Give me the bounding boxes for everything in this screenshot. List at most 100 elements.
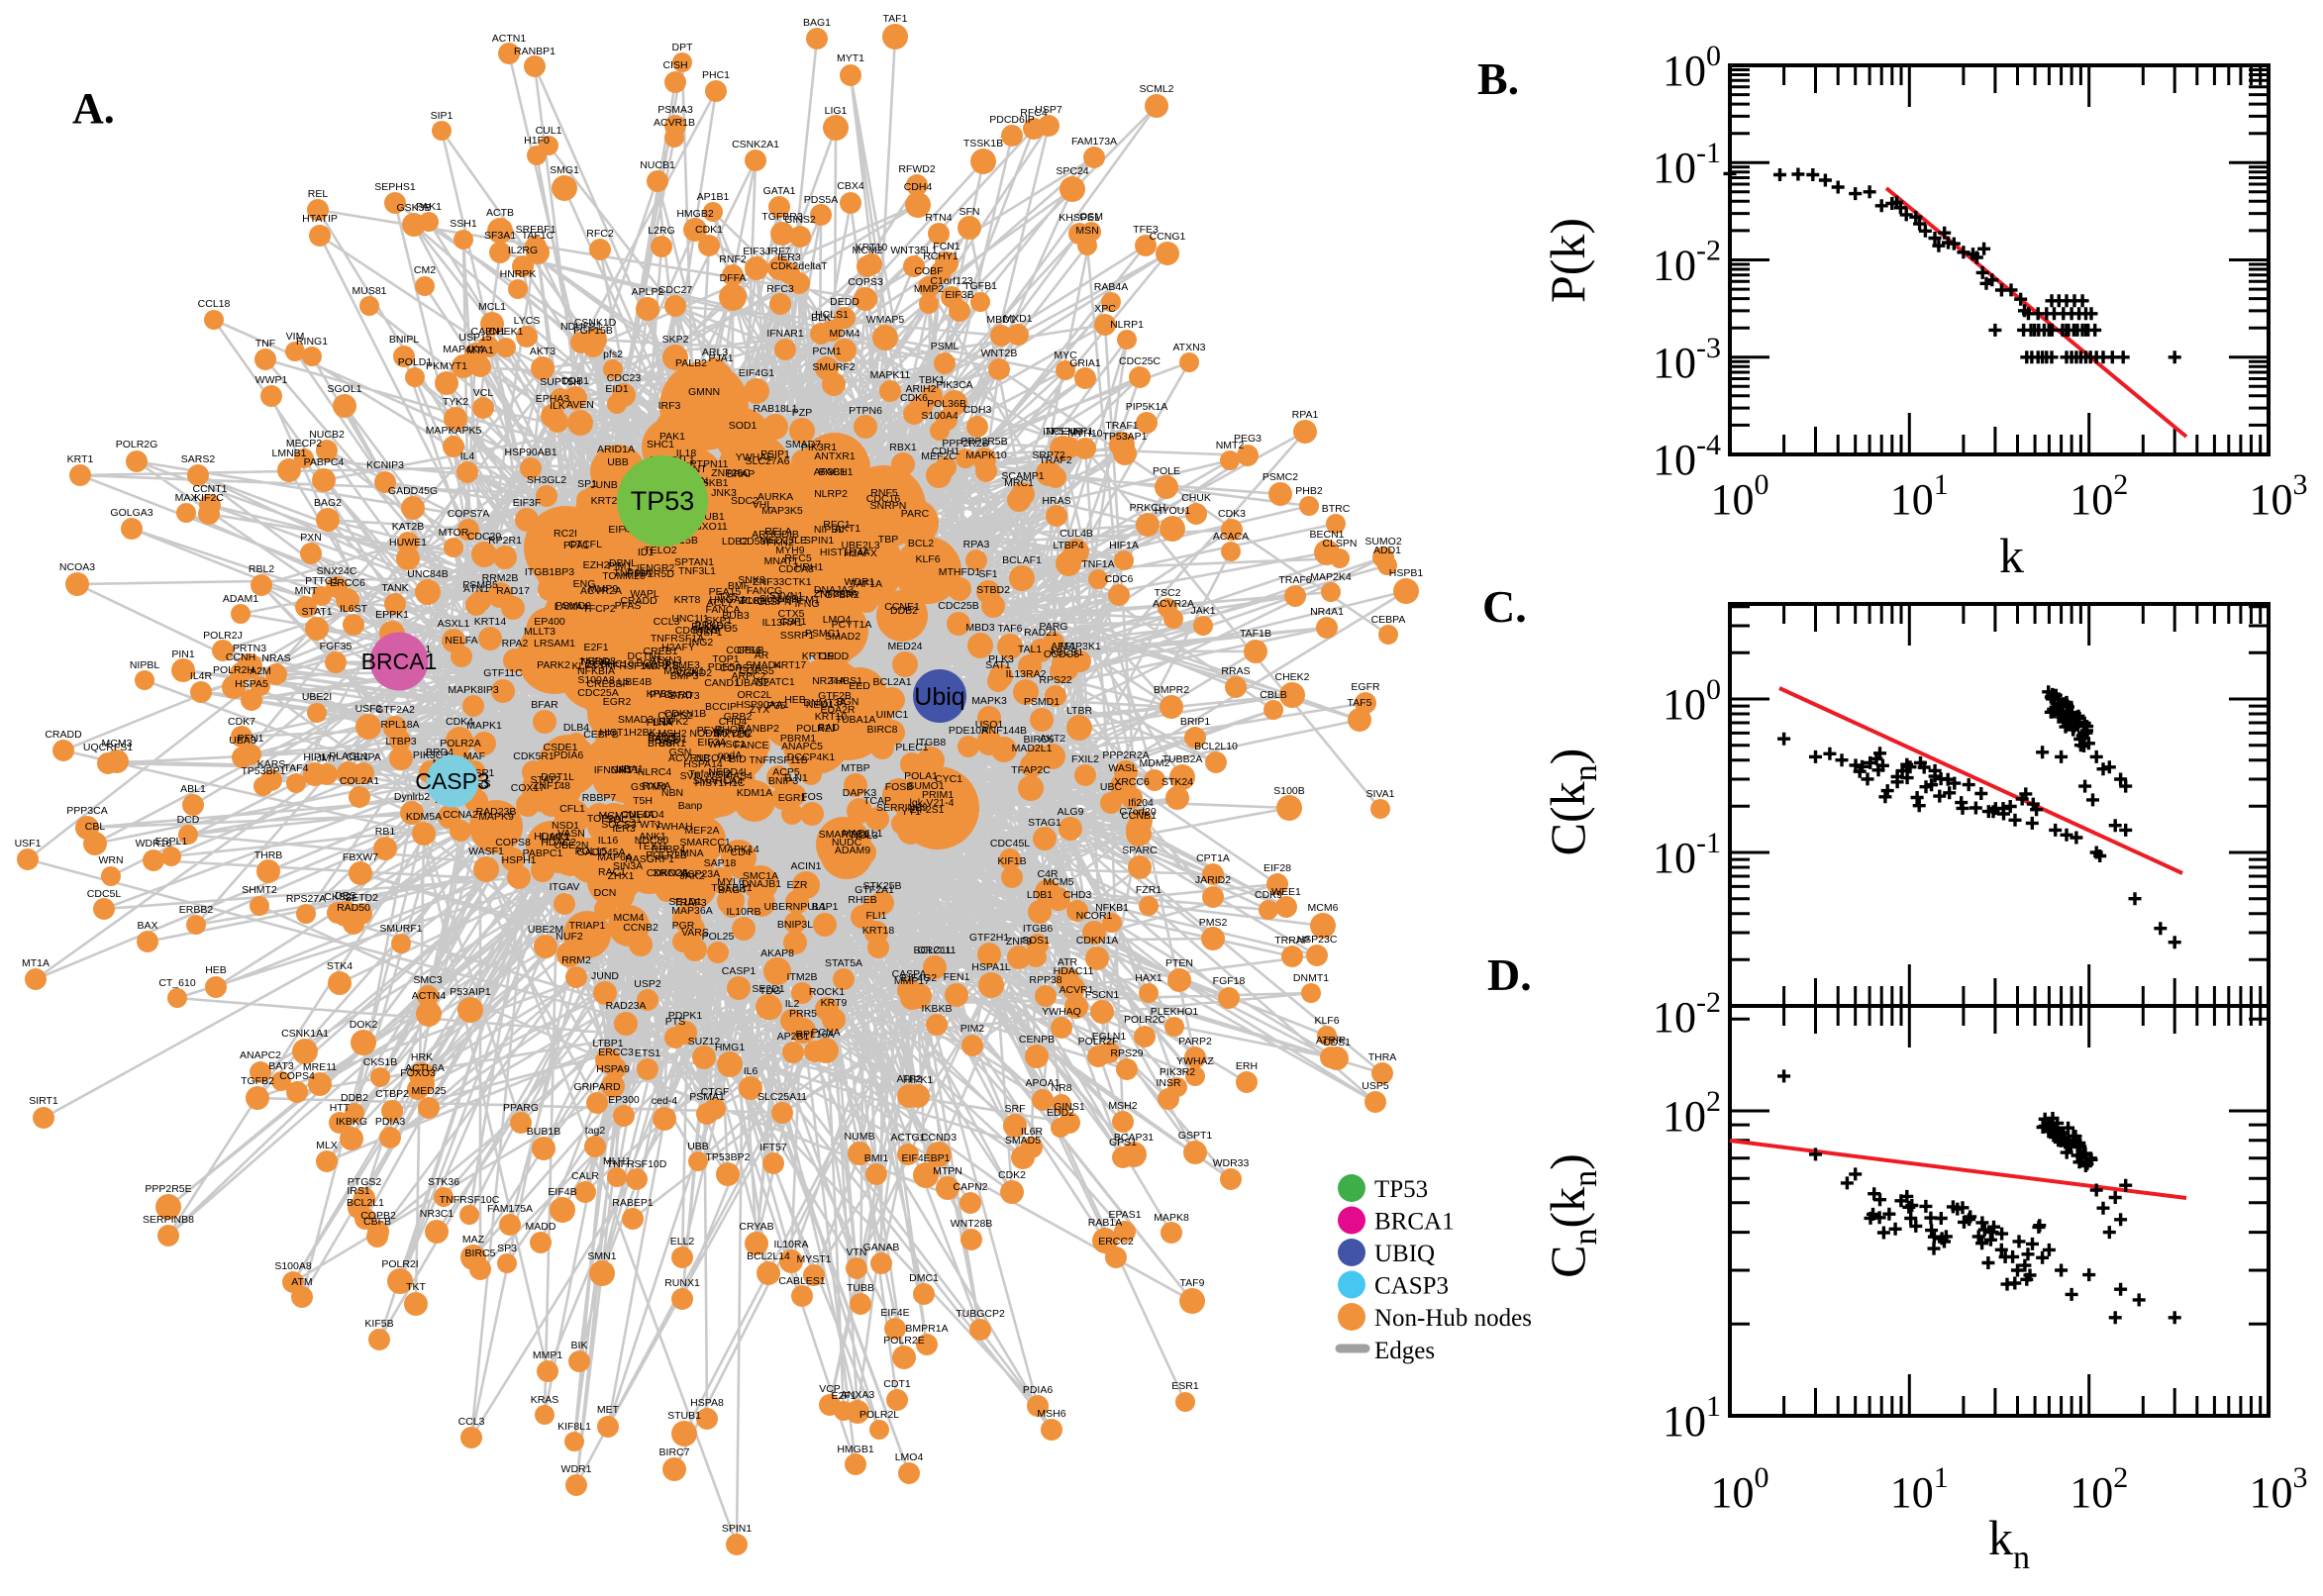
svg-text:HSPB1: HSPB1 bbox=[1389, 567, 1424, 579]
svg-text:PPP3CA: PPP3CA bbox=[66, 805, 107, 817]
svg-text:SRF: SRF bbox=[1005, 1103, 1026, 1115]
svg-text:PARP2: PARP2 bbox=[1178, 1036, 1212, 1047]
svg-text:SMN1: SMN1 bbox=[587, 1250, 616, 1262]
svg-text:TNFRSF10C: TNFRSF10C bbox=[440, 1194, 500, 1206]
svg-text:NMT2: NMT2 bbox=[1216, 440, 1245, 451]
svg-text:USO1: USO1 bbox=[975, 719, 1004, 731]
svg-text:NMT1: NMT1 bbox=[611, 764, 640, 776]
svg-text:AURKA: AURKA bbox=[758, 491, 793, 503]
svg-text:PAK1: PAK1 bbox=[416, 201, 442, 213]
svg-text:SMAD5: SMAD5 bbox=[1005, 1135, 1041, 1147]
svg-text:MBD1: MBD1 bbox=[986, 314, 1015, 326]
svg-text:AFF1: AFF1 bbox=[1051, 641, 1076, 652]
svg-text:MAP3K5: MAP3K5 bbox=[761, 505, 803, 517]
svg-text:GTF2A1: GTF2A1 bbox=[855, 884, 894, 896]
svg-text:LMO4: LMO4 bbox=[823, 614, 852, 626]
svg-text:DAPK3: DAPK3 bbox=[843, 787, 877, 799]
svg-text:IL2RG: IL2RG bbox=[508, 245, 538, 256]
svg-text:RFC3: RFC3 bbox=[766, 283, 794, 295]
svg-text:H2AFX: H2AFX bbox=[844, 548, 877, 559]
svg-text:SSRP1: SSRP1 bbox=[780, 630, 815, 642]
svg-text:CDKN1B: CDKN1B bbox=[664, 708, 707, 720]
svg-text:RELA: RELA bbox=[764, 526, 791, 538]
svg-text:CYC1: CYC1 bbox=[935, 773, 962, 785]
svg-text:RAB4A: RAB4A bbox=[1094, 281, 1128, 293]
svg-text:SP3: SP3 bbox=[497, 1243, 517, 1254]
svg-text:CISH: CISH bbox=[662, 59, 687, 71]
svg-text:WRN: WRN bbox=[98, 854, 123, 866]
svg-text:JAK1: JAK1 bbox=[1190, 605, 1215, 617]
svg-text:CKS1B: CKS1B bbox=[363, 1056, 397, 1068]
svg-text:DOK2: DOK2 bbox=[350, 1019, 378, 1031]
svg-text:MNAT1: MNAT1 bbox=[764, 555, 799, 567]
svg-text:PDE5A: PDE5A bbox=[708, 661, 742, 673]
svg-text:CRYAB: CRYAB bbox=[739, 1221, 773, 1233]
svg-text:THBS1: THBS1 bbox=[829, 675, 862, 687]
svg-text:TEX11: TEX11 bbox=[637, 841, 667, 852]
svg-text:SNX24C: SNX24C bbox=[317, 565, 357, 577]
svg-text:PCNA: PCNA bbox=[811, 1027, 840, 1039]
svg-text:EZR: EZR bbox=[787, 879, 808, 891]
svg-text:DMC1: DMC1 bbox=[909, 1272, 939, 1284]
svg-text:TLN1: TLN1 bbox=[782, 772, 808, 784]
svg-text:PKN2: PKN2 bbox=[766, 537, 794, 549]
svg-text:UNC84B: UNC84B bbox=[407, 568, 448, 580]
svg-text:SMARCC1: SMARCC1 bbox=[679, 837, 731, 848]
svg-text:NUF2: NUF2 bbox=[556, 931, 583, 943]
svg-text:SEPHS1: SEPHS1 bbox=[374, 181, 416, 193]
svg-text:UBA1: UBA1 bbox=[616, 763, 644, 775]
svg-text:FZR1: FZR1 bbox=[1136, 884, 1162, 896]
svg-text:MCL1: MCL1 bbox=[478, 301, 506, 313]
svg-text:MDM2: MDM2 bbox=[1140, 757, 1170, 769]
svg-text:PARG: PARG bbox=[1040, 621, 1068, 633]
svg-text:PDE10A: PDE10A bbox=[949, 725, 988, 737]
svg-text:ITGB6: ITGB6 bbox=[1023, 923, 1054, 935]
svg-text:H1F0: H1F0 bbox=[524, 135, 550, 147]
svg-text:IL18: IL18 bbox=[676, 448, 697, 459]
svg-text:PSMB5: PSMB5 bbox=[462, 579, 498, 591]
svg-text:FLNA: FLNA bbox=[647, 717, 673, 729]
svg-text:BECN1: BECN1 bbox=[1309, 529, 1344, 541]
svg-text:BAX: BAX bbox=[137, 920, 157, 932]
svg-text:TSSK1B: TSSK1B bbox=[963, 138, 1003, 150]
svg-text:S100A4: S100A4 bbox=[921, 410, 959, 422]
svg-text:MED23LE: MED23LE bbox=[759, 535, 807, 547]
svg-text:SYVN1: SYVN1 bbox=[769, 590, 804, 602]
svg-text:MAPK14: MAPK14 bbox=[718, 844, 759, 855]
svg-text:PTPN11: PTPN11 bbox=[690, 458, 729, 470]
svg-text:LTBP4: LTBP4 bbox=[1053, 540, 1083, 551]
svg-text:WDR16: WDR16 bbox=[136, 838, 172, 849]
svg-text:JARID2: JARID2 bbox=[1195, 874, 1231, 886]
svg-text:SMURF1: SMURF1 bbox=[379, 923, 422, 935]
svg-text:MAPKAPK5: MAPKAPK5 bbox=[426, 425, 482, 437]
svg-text:CTX5: CTX5 bbox=[778, 608, 805, 620]
svg-text:MCM7: MCM7 bbox=[599, 810, 630, 822]
svg-text:HAX1: HAX1 bbox=[1135, 972, 1162, 984]
svg-text:EIF4B: EIF4B bbox=[548, 1186, 576, 1198]
svg-text:USF1: USF1 bbox=[696, 627, 723, 639]
svg-text:RAB1A: RAB1A bbox=[1088, 1217, 1122, 1229]
svg-text:BACH1: BACH1 bbox=[818, 466, 853, 478]
svg-text:FGF35: FGF35 bbox=[320, 641, 353, 652]
svg-text:DDB2: DDB2 bbox=[890, 605, 918, 617]
svg-text:EZH2: EZH2 bbox=[583, 559, 610, 571]
svg-text:MLLT3: MLLT3 bbox=[524, 626, 556, 638]
svg-text:MMP9: MMP9 bbox=[588, 583, 618, 595]
svg-text:ZYX: ZYX bbox=[750, 704, 769, 716]
svg-text:D.: D. bbox=[1487, 949, 1532, 1000]
svg-text:CSNK1A1: CSNK1A1 bbox=[281, 1028, 329, 1040]
svg-text:ADAM9: ADAM9 bbox=[835, 845, 870, 856]
svg-text:IL16: IL16 bbox=[598, 835, 619, 847]
svg-text:npdA: npdA bbox=[718, 749, 743, 761]
svg-text:FXYD6: FXYD6 bbox=[717, 729, 751, 741]
svg-text:POLR2J: POLR2J bbox=[203, 630, 243, 642]
svg-text:BMPR2: BMPR2 bbox=[1154, 684, 1189, 696]
svg-text:PPA1: PPA1 bbox=[563, 540, 589, 551]
svg-text:TNFRSF10D: TNFRSF10D bbox=[607, 1158, 667, 1170]
svg-text:ZNF33C: ZNF33C bbox=[753, 576, 792, 588]
svg-text:ACACA: ACACA bbox=[1213, 531, 1249, 543]
svg-text:GADD45A: GADD45A bbox=[576, 847, 625, 858]
svg-text:ASXL1: ASXL1 bbox=[438, 618, 470, 630]
svg-text:EIF3B: EIF3B bbox=[945, 289, 973, 301]
svg-text:TFE3: TFE3 bbox=[1133, 224, 1159, 236]
